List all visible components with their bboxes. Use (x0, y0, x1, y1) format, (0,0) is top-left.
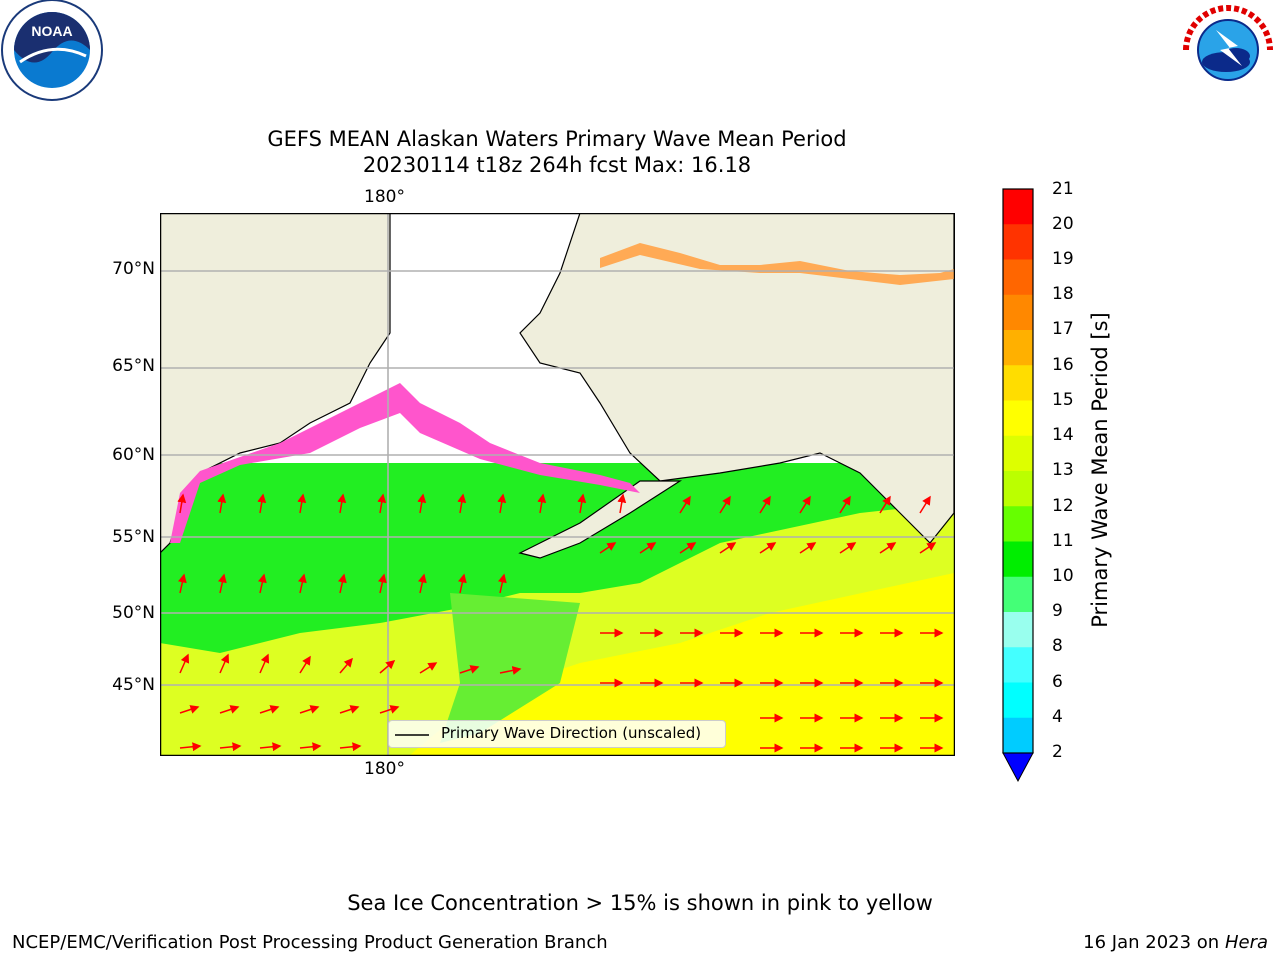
chart-title-line2: 20230114 t18z 264h fcst Max: 16.18 (362, 153, 752, 177)
colorbar-tick-13: 13 (1052, 460, 1074, 480)
colorbar-tick-10: 10 (1052, 566, 1074, 586)
legend-label: Primary Wave Direction (unscaled) (441, 724, 702, 742)
footer-date-text: 16 Jan 2023 on (1083, 932, 1225, 953)
lon-label-top: 180° (364, 187, 405, 207)
sea-ice-fringe (170, 383, 640, 543)
colorbar-tick-17: 17 (1052, 319, 1074, 339)
footer-branch: NCEP/EMC/Verification Post Processing Pr… (12, 932, 608, 953)
colorbar-tick-21: 21 (1052, 179, 1074, 199)
colorbar-swatch (1003, 541, 1033, 578)
colorbar-title: Primary Wave Mean Period [s] (1088, 312, 1112, 628)
sea-field-lightgreen (440, 593, 580, 743)
colorbar-swatch (1003, 471, 1033, 507)
lat-label-70: 70°N (112, 259, 155, 279)
colorbar-swatch (1003, 612, 1033, 648)
map-panel (160, 213, 955, 756)
colorbar-tick-11: 11 (1052, 531, 1074, 551)
colorbar-swatch (1003, 682, 1033, 719)
colorbar-tick-8: 8 (1052, 636, 1063, 656)
colorbar-tick-4: 4 (1052, 707, 1063, 727)
colorbar-swatch (1003, 294, 1033, 331)
sea-ice-arctic (600, 243, 954, 285)
lat-label-55: 55°N (112, 527, 155, 547)
nws-logo (1176, 0, 1280, 100)
colorbar-swatch (1003, 224, 1033, 260)
colorbar-swatch (1003, 189, 1033, 225)
colorbar (1002, 188, 1034, 783)
footer-machine: Hera (1224, 932, 1268, 953)
lon-label-bottom: 180° (364, 759, 405, 779)
chart-title-line1: GEFS MEAN Alaskan Waters Primary Wave Me… (267, 127, 847, 151)
colorbar-tick-18: 18 (1052, 284, 1074, 304)
noaa-logo: NOAA (0, 0, 104, 104)
colorbar-swatch (1003, 435, 1033, 472)
land-alaska-peninsula (518, 480, 683, 559)
colorbar-swatch (1003, 330, 1033, 366)
colorbar-swatch (1003, 259, 1033, 296)
lat-label-50: 50°N (112, 603, 155, 623)
footer-date: 16 Jan 2023 on Hera (1083, 932, 1268, 953)
colorbar-tick-6: 6 (1052, 672, 1063, 692)
noaa-logo-text: NOAA (31, 23, 72, 39)
colorbar-tick-15: 15 (1052, 390, 1074, 410)
lat-label-45: 45°N (112, 675, 155, 695)
colorbar-tick-19: 19 (1052, 249, 1074, 269)
colorbar-extend-triangle (1002, 752, 1034, 783)
colorbar-swatch (1003, 400, 1033, 437)
colorbar-swatch (1003, 506, 1033, 542)
colorbar-swatch (1003, 717, 1033, 754)
wave-direction-arrows (177, 493, 944, 753)
sea-ice-note: Sea Ice Concentration > 15% is shown in … (347, 891, 933, 915)
colorbar-tick-20: 20 (1052, 214, 1074, 234)
colorbar-swatch (1003, 365, 1033, 401)
colorbar-tick-9: 9 (1052, 601, 1063, 621)
colorbar-tick-2: 2 (1052, 742, 1063, 762)
colorbar-tick-16: 16 (1052, 355, 1074, 375)
lat-label-60: 60°N (112, 445, 155, 465)
colorbar-swatch (1003, 647, 1033, 683)
colorbar-tick-14: 14 (1052, 425, 1074, 445)
colorbar-swatch (1003, 576, 1033, 613)
sea-field-green (160, 463, 954, 653)
lat-label-65: 65°N (112, 356, 155, 376)
map-legend: Primary Wave Direction (unscaled) (388, 720, 726, 748)
colorbar-tick-12: 12 (1052, 496, 1074, 516)
